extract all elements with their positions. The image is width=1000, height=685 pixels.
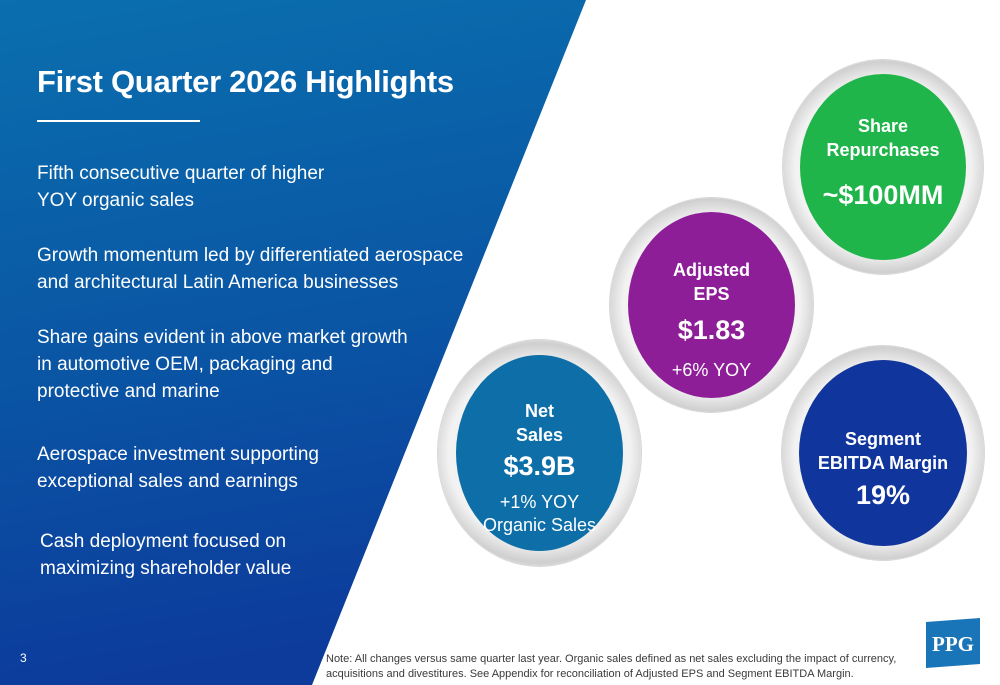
adjusted-eps-bubble: Adjusted EPS $1.83 +6% YOY: [628, 212, 795, 398]
net-sales-bubble: Net Sales $3.9B +1% YOY Organic Sales: [456, 355, 623, 551]
highlight-2: Growth momentum led by differentiated ae…: [37, 245, 464, 293]
share-repurchases-bubble: Share Repurchases ~$100MM: [800, 74, 966, 260]
share-repurchases-title: Share Repurchases: [826, 116, 940, 160]
segment-ebitda-bubble: Segment EBITDA Margin 19%: [799, 360, 967, 546]
footnote: Note: All changes versus same quarter la…: [326, 653, 897, 680]
title-underline: [37, 120, 200, 122]
page-title: First Quarter 2026 Highlights: [37, 64, 454, 99]
highlight-1: Fifth consecutive quarter of higher YOY …: [37, 163, 325, 211]
highlight-3: Share gains evident in above market grow…: [37, 327, 408, 402]
adjusted-eps-title: Adjusted EPS: [672, 260, 750, 304]
net-sales-title: Net Sales: [515, 401, 564, 445]
logo-text: PPG: [932, 632, 974, 656]
segment-ebitda-value: 19%: [855, 480, 911, 510]
net-sales-change: +1% YOY Organic Sales: [482, 492, 597, 535]
page-number: 3: [20, 651, 27, 665]
highlight-4: Aerospace investment supporting exceptio…: [37, 444, 319, 492]
share-repurchases-value: ~$100MM: [822, 180, 944, 210]
segment-ebitda-title: Segment EBITDA Margin: [817, 429, 949, 473]
net-sales-value: $3.9B: [503, 451, 576, 481]
ppg-logo: PPG: [926, 618, 980, 668]
adjusted-eps-value: $1.83: [677, 315, 746, 345]
highlight-5: Cash deployment focused on maximizing sh…: [40, 531, 292, 579]
adjusted-eps-change: +6% YOY: [671, 360, 752, 380]
